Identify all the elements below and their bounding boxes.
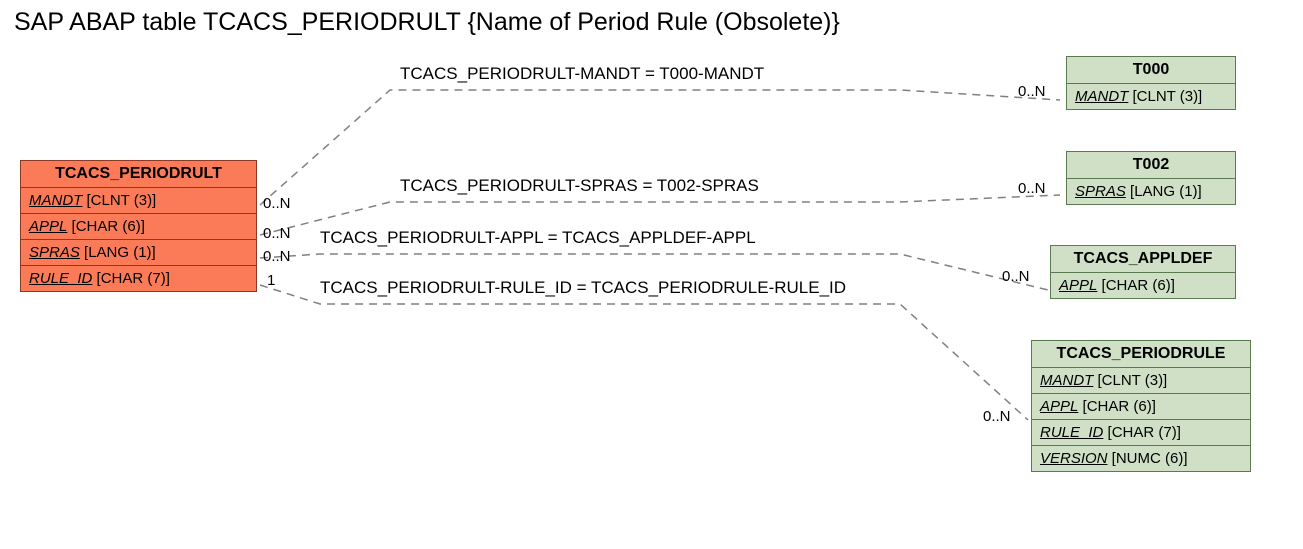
relationship-label: TCACS_PERIODRULT-RULE_ID = TCACS_PERIODR…: [320, 278, 846, 298]
entity-field-row: VERSION [NUMC (6)]: [1032, 446, 1250, 471]
field-type: [LANG (1)]: [80, 244, 156, 261]
entity-header: TCACS_PERIODRULT: [21, 161, 256, 188]
field-type: [CHAR (6)]: [1097, 277, 1175, 294]
relationship-label: TCACS_PERIODRULT-APPL = TCACS_APPLDEF-AP…: [320, 228, 756, 248]
entity-field-row: SPRAS [LANG (1)]: [1067, 179, 1235, 204]
field-key: RULE_ID: [1040, 424, 1103, 441]
field-key: APPL: [29, 218, 67, 235]
cardinality-dst: 0..N: [1018, 180, 1046, 197]
field-type: [CHAR (6)]: [1078, 398, 1156, 415]
cardinality-dst: 0..N: [983, 408, 1011, 425]
field-key: SPRAS: [29, 244, 80, 261]
field-key: MANDT: [1040, 372, 1093, 389]
cardinality-src: 1: [267, 272, 275, 289]
entity-box-right: T002SPRAS [LANG (1)]: [1066, 151, 1236, 205]
field-key: APPL: [1040, 398, 1078, 415]
entity-field-row: RULE_ID [CHAR (7)]: [21, 266, 256, 291]
relationship-label: TCACS_PERIODRULT-SPRAS = T002-SPRAS: [400, 176, 759, 196]
field-type: [LANG (1)]: [1126, 183, 1202, 200]
entity-field-row: SPRAS [LANG (1)]: [21, 240, 256, 266]
cardinality-src: 0..N: [263, 225, 291, 242]
entity-field-row: APPL [CHAR (6)]: [21, 214, 256, 240]
entity-box-right: TCACS_PERIODRULEMANDT [CLNT (3)]APPL [CH…: [1031, 340, 1251, 472]
entity-field-row: RULE_ID [CHAR (7)]: [1032, 420, 1250, 446]
entity-box-left: TCACS_PERIODRULTMANDT [CLNT (3)]APPL [CH…: [20, 160, 257, 292]
field-type: [CHAR (6)]: [67, 218, 145, 235]
cardinality-dst: 0..N: [1018, 83, 1046, 100]
entity-field-row: MANDT [CLNT (3)]: [1032, 368, 1250, 394]
entity-box-right: TCACS_APPLDEFAPPL [CHAR (6)]: [1050, 245, 1236, 299]
entity-field-row: APPL [CHAR (6)]: [1032, 394, 1250, 420]
entity-header: T002: [1067, 152, 1235, 179]
field-key: VERSION: [1040, 450, 1108, 467]
cardinality-src: 0..N: [263, 195, 291, 212]
cardinality-dst: 0..N: [1002, 268, 1030, 285]
entity-header: TCACS_APPLDEF: [1051, 246, 1235, 273]
field-type: [CLNT (3)]: [82, 192, 156, 209]
field-type: [CLNT (3)]: [1128, 88, 1202, 105]
field-type: [CHAR (7)]: [1103, 424, 1181, 441]
relationship-label: TCACS_PERIODRULT-MANDT = T000-MANDT: [400, 64, 764, 84]
entity-box-right: T000MANDT [CLNT (3)]: [1066, 56, 1236, 110]
field-type: [NUMC (6)]: [1108, 450, 1188, 467]
entity-field-row: MANDT [CLNT (3)]: [21, 188, 256, 214]
field-key: MANDT: [29, 192, 82, 209]
entity-field-row: APPL [CHAR (6)]: [1051, 273, 1235, 298]
field-key: SPRAS: [1075, 183, 1126, 200]
field-type: [CLNT (3)]: [1093, 372, 1167, 389]
field-key: RULE_ID: [29, 270, 92, 287]
field-key: APPL: [1059, 277, 1097, 294]
entity-header: TCACS_PERIODRULE: [1032, 341, 1250, 368]
field-type: [CHAR (7)]: [92, 270, 170, 287]
entity-field-row: MANDT [CLNT (3)]: [1067, 84, 1235, 109]
entity-header: T000: [1067, 57, 1235, 84]
relationship-line: [260, 285, 1028, 420]
field-key: MANDT: [1075, 88, 1128, 105]
cardinality-src: 0..N: [263, 248, 291, 265]
page-title: SAP ABAP table TCACS_PERIODRULT {Name of…: [14, 8, 840, 37]
